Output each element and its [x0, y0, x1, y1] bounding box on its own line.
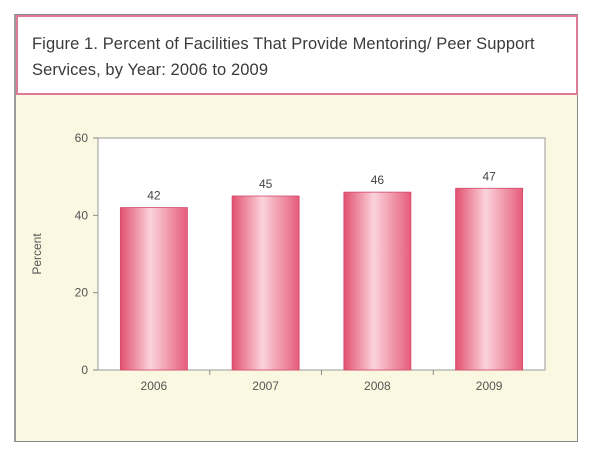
x-tick-label: 2009	[476, 379, 503, 393]
x-tick-label: 2007	[252, 379, 279, 393]
y-axis: 0 20 40 60	[75, 131, 98, 377]
data-label: 47	[482, 169, 496, 183]
bar	[343, 191, 412, 371]
y-tick-label: 0	[81, 363, 88, 377]
x-axis: 2006 2007 2008 2009	[141, 370, 503, 393]
y-tick-label: 60	[75, 131, 89, 145]
bar	[455, 187, 524, 371]
data-label: 45	[259, 177, 273, 191]
data-label: 46	[371, 173, 385, 187]
bar-series: 42 45 46 47	[119, 169, 524, 371]
chart-title-box: Figure 1. Percent of Facilities That Pro…	[16, 15, 578, 95]
bar	[231, 195, 300, 371]
y-tick-label: 40	[75, 208, 89, 222]
x-tick-label: 2008	[364, 379, 391, 393]
y-tick-label: 20	[75, 286, 89, 300]
bar	[119, 207, 188, 371]
y-axis-title: Percent	[30, 233, 44, 275]
chart-title: Figure 1. Percent of Facilities That Pro…	[32, 35, 535, 79]
x-tick-label: 2006	[141, 379, 168, 393]
data-label: 42	[147, 189, 161, 203]
